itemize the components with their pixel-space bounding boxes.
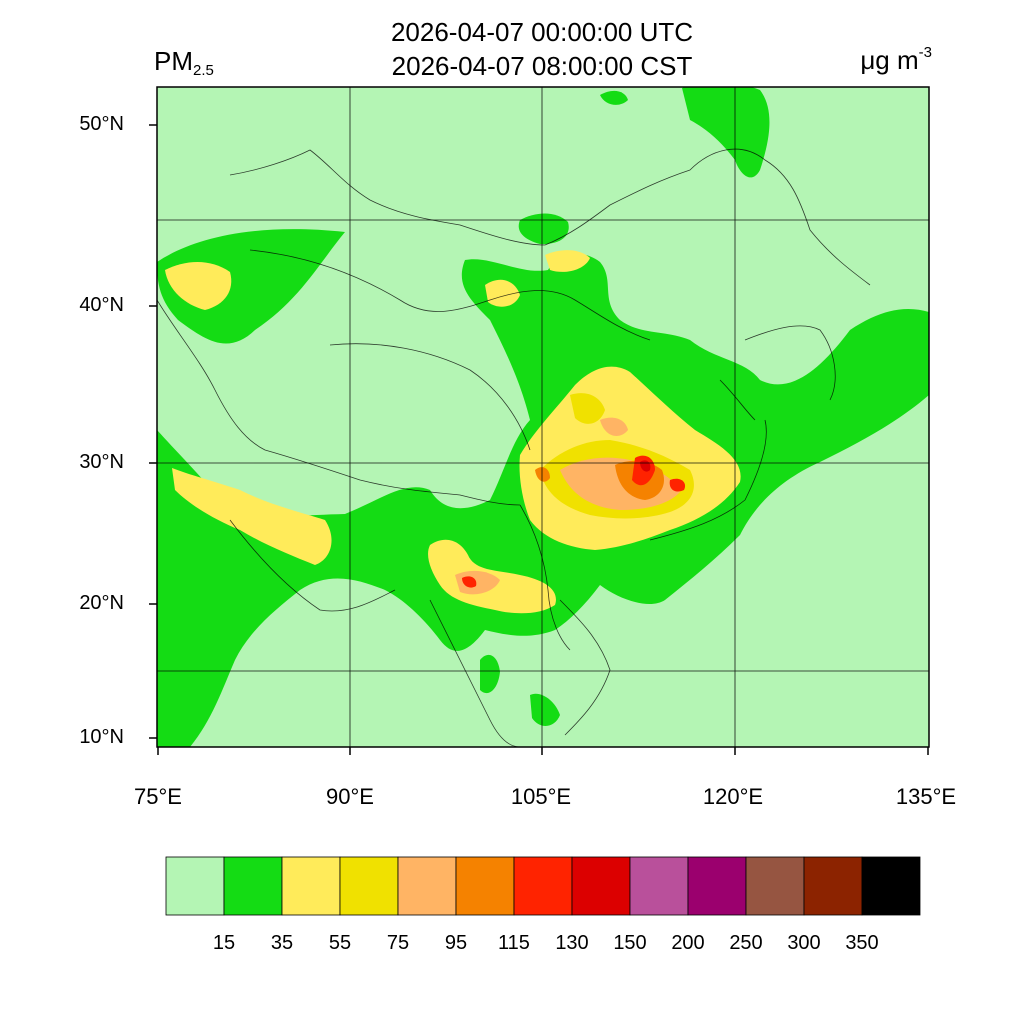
colorbar-label: 35 — [270, 932, 294, 954]
colorbar-swatch — [223, 856, 283, 916]
colorbar-label: 250 — [729, 932, 763, 954]
colorbar-label: 115 — [498, 932, 530, 954]
colorbar-swatch — [281, 856, 341, 916]
title-utc: 2026-04-07 00:00:00 UTC — [390, 17, 694, 47]
lon-label-120e: 120°E — [702, 784, 764, 809]
colorbar-swatch — [339, 856, 399, 916]
lon-label-105e: 105°E — [510, 784, 572, 809]
gridlines — [157, 87, 929, 747]
colorbar-swatch — [861, 856, 921, 916]
lon-label-75e: 75°E — [134, 784, 182, 809]
colorbar-swatch — [165, 856, 225, 916]
colorbar-swatch — [397, 856, 457, 916]
colorbar-swatch — [571, 856, 631, 916]
colorbar-swatch — [745, 856, 805, 916]
lat-label-10n: 10°N — [79, 726, 124, 748]
colorbar-swatch — [687, 856, 747, 916]
map-panel — [157, 87, 929, 747]
lat-label-30n: 30°N — [79, 451, 124, 473]
lat-label-20n: 20°N — [79, 592, 124, 614]
lon-ticks — [157, 747, 929, 755]
variable-label: PM2.5 — [154, 46, 214, 79]
lat-label-40n: 40°N — [79, 294, 124, 316]
country-borders — [157, 148, 871, 747]
colorbar-label: 300 — [787, 932, 821, 954]
colorbar-label: 95 — [444, 932, 468, 954]
lat-ticks — [149, 124, 157, 739]
map-frame — [156, 86, 930, 748]
colorbar-swatch — [629, 856, 689, 916]
colorbar-label: 200 — [671, 932, 705, 954]
colorbar-swatch — [455, 856, 515, 916]
colorbar-label: 150 — [613, 932, 647, 954]
colorbar-label: 15 — [212, 932, 236, 954]
title-cst: 2026-04-07 08:00:00 CST — [391, 51, 693, 81]
colorbar-label: 75 — [386, 932, 410, 954]
colorbar-label: 130 — [555, 932, 589, 954]
units-label: μg m-3 — [860, 44, 932, 75]
lon-label-135e: 135°E — [895, 784, 957, 809]
colorbar — [165, 856, 921, 916]
lat-label-50n: 50°N — [79, 113, 124, 135]
lon-label-90e: 90°E — [326, 784, 374, 809]
colorbar-swatch — [513, 856, 573, 916]
colorbar-label: 350 — [845, 932, 879, 954]
colorbar-label: 55 — [328, 932, 352, 954]
colorbar-swatch — [803, 856, 863, 916]
